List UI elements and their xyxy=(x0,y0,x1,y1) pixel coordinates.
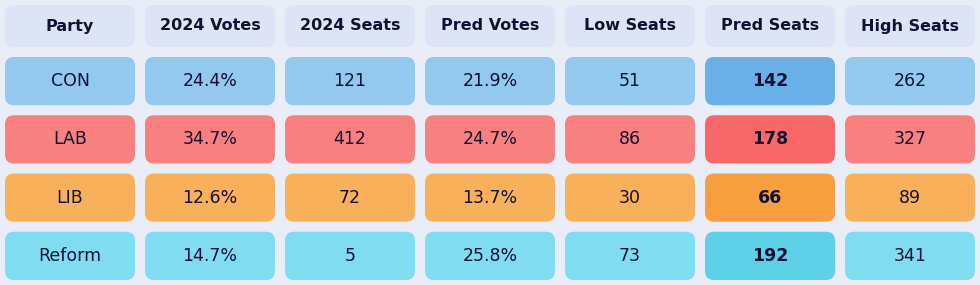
Text: Pred Votes: Pred Votes xyxy=(441,19,539,34)
Text: 24.4%: 24.4% xyxy=(182,72,237,90)
FancyBboxPatch shape xyxy=(705,57,835,105)
FancyBboxPatch shape xyxy=(5,57,135,105)
Text: 412: 412 xyxy=(333,130,367,148)
Text: 12.6%: 12.6% xyxy=(182,189,237,207)
FancyBboxPatch shape xyxy=(285,5,415,47)
FancyBboxPatch shape xyxy=(145,57,275,105)
FancyBboxPatch shape xyxy=(425,115,555,164)
FancyBboxPatch shape xyxy=(145,174,275,222)
FancyBboxPatch shape xyxy=(425,5,555,47)
FancyBboxPatch shape xyxy=(845,115,975,164)
FancyBboxPatch shape xyxy=(5,232,135,280)
Text: 2024 Seats: 2024 Seats xyxy=(300,19,400,34)
FancyBboxPatch shape xyxy=(425,232,555,280)
Text: 51: 51 xyxy=(619,72,641,90)
FancyBboxPatch shape xyxy=(285,57,415,105)
Text: 66: 66 xyxy=(758,189,782,207)
Text: 192: 192 xyxy=(752,247,788,265)
Text: 327: 327 xyxy=(894,130,926,148)
Text: 86: 86 xyxy=(619,130,641,148)
FancyBboxPatch shape xyxy=(5,174,135,222)
Text: 5: 5 xyxy=(345,247,356,265)
Text: 121: 121 xyxy=(333,72,367,90)
Text: 25.8%: 25.8% xyxy=(463,247,517,265)
FancyBboxPatch shape xyxy=(425,57,555,105)
FancyBboxPatch shape xyxy=(845,57,975,105)
Text: 14.7%: 14.7% xyxy=(182,247,237,265)
Text: 24.7%: 24.7% xyxy=(463,130,517,148)
Text: High Seats: High Seats xyxy=(861,19,959,34)
FancyBboxPatch shape xyxy=(565,174,695,222)
FancyBboxPatch shape xyxy=(705,115,835,164)
FancyBboxPatch shape xyxy=(845,174,975,222)
Text: LAB: LAB xyxy=(53,130,87,148)
Text: 34.7%: 34.7% xyxy=(182,130,237,148)
Text: 72: 72 xyxy=(339,189,361,207)
FancyBboxPatch shape xyxy=(565,5,695,47)
Text: LIB: LIB xyxy=(57,189,83,207)
FancyBboxPatch shape xyxy=(845,232,975,280)
FancyBboxPatch shape xyxy=(705,5,835,47)
FancyBboxPatch shape xyxy=(285,232,415,280)
FancyBboxPatch shape xyxy=(705,174,835,222)
FancyBboxPatch shape xyxy=(145,115,275,164)
Text: 2024 Votes: 2024 Votes xyxy=(160,19,261,34)
FancyBboxPatch shape xyxy=(425,174,555,222)
FancyBboxPatch shape xyxy=(5,115,135,164)
FancyBboxPatch shape xyxy=(285,174,415,222)
FancyBboxPatch shape xyxy=(285,115,415,164)
Text: 30: 30 xyxy=(619,189,641,207)
FancyBboxPatch shape xyxy=(705,232,835,280)
Text: Low Seats: Low Seats xyxy=(584,19,676,34)
Text: 89: 89 xyxy=(899,189,921,207)
Text: Pred Seats: Pred Seats xyxy=(721,19,819,34)
Text: 341: 341 xyxy=(894,247,926,265)
Text: Party: Party xyxy=(46,19,94,34)
Text: Reform: Reform xyxy=(38,247,102,265)
Text: 73: 73 xyxy=(619,247,641,265)
FancyBboxPatch shape xyxy=(145,5,275,47)
FancyBboxPatch shape xyxy=(5,5,135,47)
FancyBboxPatch shape xyxy=(565,115,695,164)
Text: 178: 178 xyxy=(752,130,788,148)
Text: 262: 262 xyxy=(894,72,926,90)
FancyBboxPatch shape xyxy=(145,232,275,280)
FancyBboxPatch shape xyxy=(565,57,695,105)
FancyBboxPatch shape xyxy=(845,5,975,47)
Text: 142: 142 xyxy=(752,72,788,90)
FancyBboxPatch shape xyxy=(565,232,695,280)
Text: 13.7%: 13.7% xyxy=(463,189,517,207)
Text: 21.9%: 21.9% xyxy=(463,72,517,90)
Text: CON: CON xyxy=(51,72,89,90)
